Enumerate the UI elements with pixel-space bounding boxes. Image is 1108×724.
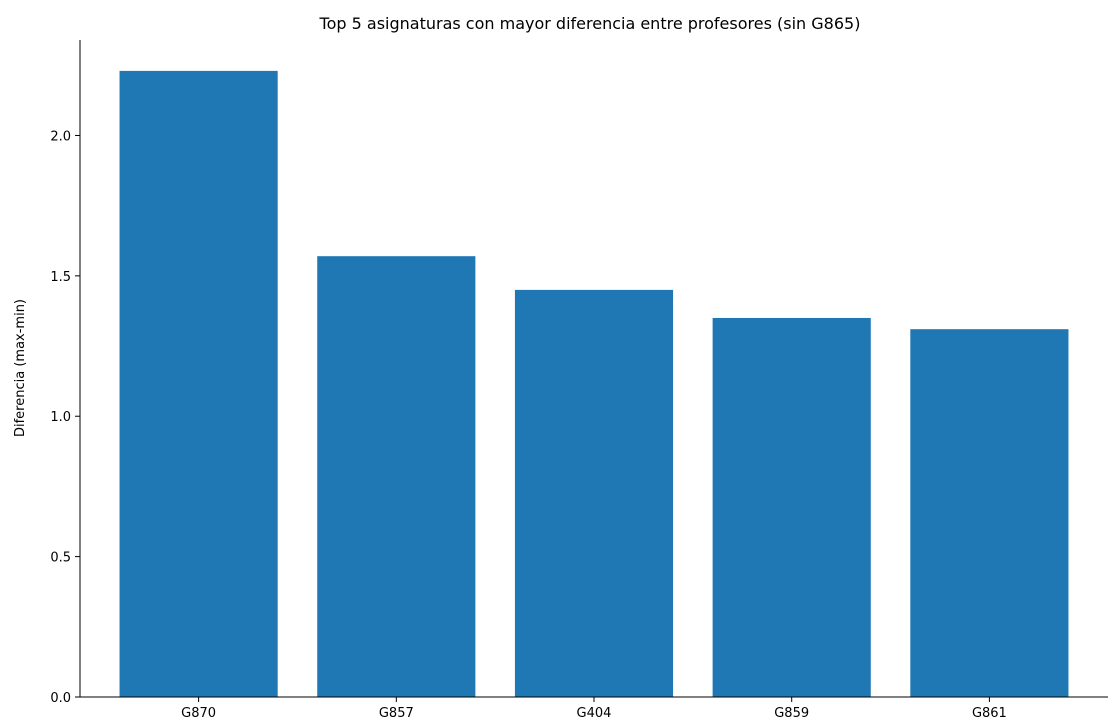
bar-g861 [910, 329, 1069, 697]
bar-g870 [119, 70, 278, 697]
y-tick-label: 0.0 [50, 691, 71, 706]
axes-group [79, 40, 1108, 698]
bar-g857 [317, 256, 476, 697]
y-axis-label: Diferencia (max-min) [13, 299, 28, 437]
y-tick-label: 2.0 [50, 129, 71, 144]
x-ticks-group: G870 G857 G404 G859 G861 [181, 697, 1007, 721]
y-tick-label: 1.0 [50, 410, 71, 425]
x-tick-label: G859 [774, 706, 809, 721]
bar-g859 [712, 317, 871, 697]
bar-g404 [514, 289, 674, 697]
x-tick-label: G870 [181, 706, 216, 721]
x-tick-label: G857 [379, 706, 414, 721]
chart-title: Top 5 asignaturas con mayor diferencia e… [319, 14, 861, 33]
bars-group [119, 70, 1069, 697]
y-ticks-group: 0.0 0.5 1.0 1.5 2.0 [50, 129, 80, 706]
x-tick-label: G404 [577, 706, 612, 721]
y-tick-label: 1.5 [50, 270, 71, 285]
x-tick-label: G861 [972, 706, 1007, 721]
y-tick-label: 0.5 [50, 551, 71, 566]
